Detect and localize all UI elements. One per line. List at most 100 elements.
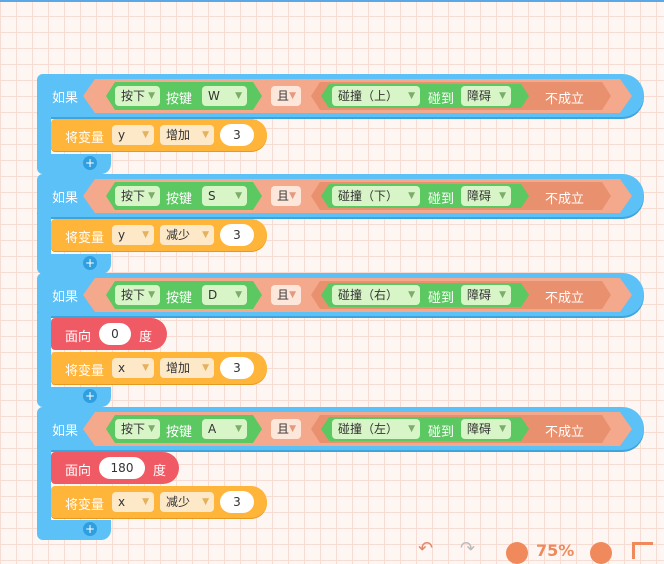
obstacle-dropdown[interactable]: 障碍 ▼ bbox=[461, 419, 511, 439]
key-pressed-condition[interactable]: 按下 ▼ 按键 A ▼ bbox=[106, 415, 262, 443]
redo-icon[interactable]: ↷ bbox=[460, 538, 476, 559]
if-label: 如果 bbox=[52, 91, 79, 106]
if-block-4[interactable]: 如果 按下 ▼ 按键 A ▼ 且 ▼ 碰撞（左） ▼ 碰到 障碍 ▼ 不成立 面向 180… bbox=[37, 407, 644, 540]
key-pressed-condition[interactable]: 按下 ▼ 按键 S ▼ bbox=[106, 182, 262, 210]
chevron-down-icon: ▼ bbox=[499, 290, 506, 300]
add-icon[interactable]: + bbox=[83, 156, 97, 170]
top-border bbox=[0, 0, 664, 2]
if-header[interactable]: 如果 按下 ▼ 按键 A ▼ 且 ▼ 碰撞（左） ▼ 碰到 障碍 ▼ 不成立 bbox=[37, 407, 644, 450]
key-pressed-condition[interactable]: 按下 ▼ 按键 W ▼ bbox=[106, 82, 262, 110]
amount-input[interactable]: 3 bbox=[220, 357, 254, 379]
and-dropdown[interactable]: 且 ▼ bbox=[271, 86, 301, 106]
amount-input[interactable]: 3 bbox=[220, 491, 254, 513]
amount-input[interactable]: 3 bbox=[220, 224, 254, 246]
add-icon[interactable]: + bbox=[83, 389, 97, 403]
obstacle-dropdown[interactable]: 障碍 ▼ bbox=[461, 86, 511, 106]
if-block-1[interactable]: 如果 按下 ▼ 按键 W ▼ 且 ▼ 碰撞（上） ▼ 碰到 障碍 ▼ 不成立 将变量 y ▼… bbox=[37, 74, 644, 175]
press-dropdown[interactable]: 按下 ▼ bbox=[115, 86, 160, 106]
set-label: 将变量 bbox=[65, 498, 105, 513]
obstacle-dropdown[interactable]: 障碍 ▼ bbox=[461, 285, 511, 305]
and-dropdown[interactable]: 且 ▼ bbox=[271, 419, 301, 439]
and-condition[interactable]: 按下 ▼ 按键 A ▼ 且 ▼ 碰撞（左） ▼ 碰到 障碍 ▼ 不成立 bbox=[83, 412, 632, 446]
amount-input[interactable]: 3 bbox=[220, 124, 254, 146]
degree-label: 度 bbox=[139, 330, 153, 345]
direction-dropdown[interactable]: 碰撞（下） ▼ bbox=[332, 186, 420, 206]
chevron-down-icon: ▼ bbox=[148, 424, 155, 434]
op-dropdown[interactable]: 增加 ▼ bbox=[160, 125, 214, 145]
collide-label: 碰到 bbox=[428, 291, 455, 306]
not-label: 不成立 bbox=[545, 192, 585, 207]
chevron-down-icon: ▼ bbox=[202, 230, 209, 240]
zoom-in-icon[interactable] bbox=[590, 542, 612, 564]
add-icon[interactable]: + bbox=[83, 522, 97, 536]
if-header[interactable]: 如果 按下 ▼ 按键 D ▼ 且 ▼ 碰撞（右） ▼ 碰到 障碍 ▼ 不成立 bbox=[37, 273, 644, 316]
not-condition[interactable]: 碰撞（左） ▼ 碰到 障碍 ▼ 不成立 bbox=[311, 415, 611, 443]
undo-icon[interactable]: ↶ bbox=[418, 538, 434, 559]
op-dropdown[interactable]: 减少 ▼ bbox=[160, 492, 214, 512]
op-dropdown[interactable]: 减少 ▼ bbox=[160, 225, 214, 245]
not-label: 不成立 bbox=[545, 425, 585, 440]
chevron-down-icon: ▼ bbox=[499, 91, 506, 101]
chevron-down-icon: ▼ bbox=[142, 130, 149, 140]
key-dropdown[interactable]: A ▼ bbox=[202, 419, 247, 439]
key-dropdown[interactable]: S ▼ bbox=[202, 186, 247, 206]
collide-condition[interactable]: 碰撞（下） ▼ 碰到 障碍 ▼ bbox=[321, 184, 529, 208]
if-block-2[interactable]: 如果 按下 ▼ 按键 S ▼ 且 ▼ 碰撞（下） ▼ 碰到 障碍 ▼ 不成立 将变量 y ▼… bbox=[37, 174, 644, 275]
chevron-down-icon: ▼ bbox=[499, 424, 506, 434]
angle-input[interactable]: 0 bbox=[99, 323, 131, 345]
chevron-down-icon: ▼ bbox=[289, 91, 296, 101]
collide-label: 碰到 bbox=[428, 425, 455, 440]
and-dropdown[interactable]: 且 ▼ bbox=[271, 186, 301, 206]
not-label: 不成立 bbox=[545, 92, 585, 107]
key-label: 按键 bbox=[166, 425, 193, 440]
variable-dropdown[interactable]: y ▼ bbox=[112, 125, 154, 145]
chevron-down-icon: ▼ bbox=[235, 91, 242, 101]
angle-input[interactable]: 180 bbox=[99, 457, 145, 479]
face-direction-block[interactable]: 面向 180 度 bbox=[51, 452, 179, 484]
if-header[interactable]: 如果 按下 ▼ 按键 S ▼ 且 ▼ 碰撞（下） ▼ 碰到 障碍 ▼ 不成立 bbox=[37, 174, 644, 217]
set-variable-block[interactable]: 将变量 y ▼ 减少 ▼ 3 bbox=[51, 219, 267, 251]
not-condition[interactable]: 碰撞（上） ▼ 碰到 障碍 ▼ 不成立 bbox=[311, 82, 611, 110]
zoom-out-icon[interactable] bbox=[506, 542, 528, 564]
not-condition[interactable]: 碰撞（下） ▼ 碰到 障碍 ▼ 不成立 bbox=[311, 182, 611, 210]
op-dropdown[interactable]: 增加 ▼ bbox=[160, 358, 214, 378]
set-variable-block[interactable]: 将变量 y ▼ 增加 ▼ 3 bbox=[51, 119, 267, 151]
set-variable-block[interactable]: 将变量 x ▼ 减少 ▼ 3 bbox=[51, 486, 267, 518]
chevron-down-icon: ▼ bbox=[142, 363, 149, 373]
chevron-down-icon: ▼ bbox=[142, 230, 149, 240]
collide-condition[interactable]: 碰撞（右） ▼ 碰到 障碍 ▼ bbox=[321, 283, 529, 307]
face-direction-block[interactable]: 面向 0 度 bbox=[51, 318, 167, 350]
collide-condition[interactable]: 碰撞（上） ▼ 碰到 障碍 ▼ bbox=[321, 84, 529, 108]
if-block-3[interactable]: 如果 按下 ▼ 按键 D ▼ 且 ▼ 碰撞（右） ▼ 碰到 障碍 ▼ 不成立 面向 0 度… bbox=[37, 273, 644, 408]
add-icon[interactable]: + bbox=[83, 256, 97, 270]
obstacle-dropdown[interactable]: 障碍 ▼ bbox=[461, 186, 511, 206]
collide-condition[interactable]: 碰撞（左） ▼ 碰到 障碍 ▼ bbox=[321, 417, 529, 441]
zoom-level: 75% bbox=[536, 541, 575, 560]
key-pressed-condition[interactable]: 按下 ▼ 按键 D ▼ bbox=[106, 281, 262, 309]
press-dropdown[interactable]: 按下 ▼ bbox=[115, 285, 160, 305]
and-dropdown[interactable]: 且 ▼ bbox=[271, 285, 301, 305]
press-dropdown[interactable]: 按下 ▼ bbox=[115, 419, 160, 439]
variable-dropdown[interactable]: y ▼ bbox=[112, 225, 154, 245]
key-dropdown[interactable]: D ▼ bbox=[202, 285, 247, 305]
set-label: 将变量 bbox=[65, 231, 105, 246]
not-condition[interactable]: 碰撞（右） ▼ 碰到 障碍 ▼ 不成立 bbox=[311, 281, 611, 309]
and-condition[interactable]: 按下 ▼ 按键 D ▼ 且 ▼ 碰撞（右） ▼ 碰到 障碍 ▼ 不成立 bbox=[83, 278, 632, 312]
if-body-arm bbox=[37, 447, 51, 524]
press-dropdown[interactable]: 按下 ▼ bbox=[115, 186, 160, 206]
if-body-arm bbox=[37, 114, 51, 157]
key-dropdown[interactable]: W ▼ bbox=[202, 86, 247, 106]
direction-dropdown[interactable]: 碰撞（上） ▼ bbox=[332, 86, 420, 106]
variable-dropdown[interactable]: x ▼ bbox=[112, 492, 154, 512]
if-header[interactable]: 如果 按下 ▼ 按键 W ▼ 且 ▼ 碰撞（上） ▼ 碰到 障碍 ▼ 不成立 bbox=[37, 74, 644, 117]
reset-zoom-icon[interactable] bbox=[632, 542, 653, 559]
direction-dropdown[interactable]: 碰撞（右） ▼ bbox=[332, 285, 420, 305]
and-condition[interactable]: 按下 ▼ 按键 S ▼ 且 ▼ 碰撞（下） ▼ 碰到 障碍 ▼ 不成立 bbox=[83, 179, 632, 213]
if-label: 如果 bbox=[52, 290, 79, 305]
direction-dropdown[interactable]: 碰撞（左） ▼ bbox=[332, 419, 420, 439]
variable-dropdown[interactable]: x ▼ bbox=[112, 358, 154, 378]
chevron-down-icon: ▼ bbox=[202, 497, 209, 507]
set-variable-block[interactable]: 将变量 x ▼ 增加 ▼ 3 bbox=[51, 352, 267, 384]
and-condition[interactable]: 按下 ▼ 按键 W ▼ 且 ▼ 碰撞（上） ▼ 碰到 障碍 ▼ 不成立 bbox=[83, 79, 632, 113]
chevron-down-icon: ▼ bbox=[202, 130, 209, 140]
